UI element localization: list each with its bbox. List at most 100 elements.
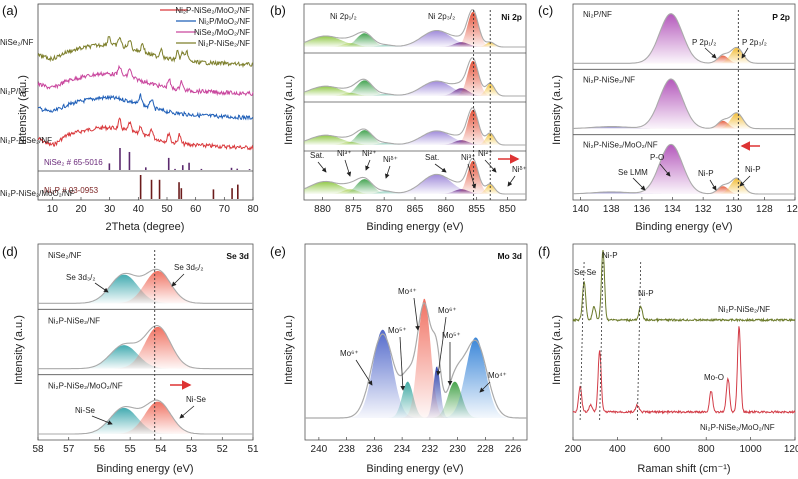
annotation-p2p12: P 2p₁/₂ (692, 38, 716, 47)
x-tick-label: 54 (155, 444, 167, 455)
chart-title-b: Ni 2p (501, 12, 522, 22)
xrd-curve-1 (37, 93, 254, 121)
series-label-f2: Ni₂P-NiSe₂/MoO₂/NF (700, 423, 775, 432)
panel-label-d: (d) (2, 244, 18, 259)
peak-label: Ni³⁺ (461, 153, 475, 162)
annotation-arrow (507, 175, 516, 187)
annotation-moo: Mo-O (704, 373, 724, 382)
annotation-se3d52: Se 3d₅/₂ (174, 263, 203, 272)
annotation-arrow (434, 163, 447, 173)
x-tick-label: 40 (133, 204, 145, 215)
x-tick-label: 1200 (784, 444, 798, 455)
annotation-nip-f2: Ni-P (638, 289, 654, 298)
legend-label: Ni₂P-NiSe₂/NF (198, 39, 250, 48)
x-tick-label: 10 (47, 204, 59, 215)
peak-label: Sat. (310, 151, 324, 160)
annotation-arrow (94, 282, 109, 293)
x-tick-label: 50 (161, 204, 173, 215)
annotation-p2p32: P 2p₃/₂ (742, 38, 767, 47)
plot-frame-c (572, 3, 796, 201)
x-tick-label: 58 (32, 444, 44, 455)
x-tick-label: 850 (499, 204, 516, 215)
annotation-arrow (632, 177, 646, 191)
panel-e: (e) 240 238 236 234 232 230 228 226 Mo⁶⁺ Mo⁵⁺ Mo⁴⁺… (270, 243, 528, 475)
annotation-arrow (467, 163, 477, 189)
annotation-selmm: Se LMM (618, 168, 648, 177)
fitted-peak (304, 181, 526, 194)
x-tick-label: 600 (653, 444, 670, 455)
legend-label: NiSe₂/MoO₂/NF (194, 28, 250, 37)
peak-label: Niᵟ⁺ (512, 165, 527, 174)
fitted-peak (305, 298, 527, 418)
fitted-peak (304, 160, 526, 194)
x-tick-label: 238 (338, 444, 355, 455)
annotation-ni2p12: Ni 2p₁/₂ (330, 12, 357, 21)
annotation-arrow (384, 165, 391, 179)
fitted-peak (304, 36, 526, 47)
fitted-peak (304, 30, 526, 47)
fitted-peak (304, 86, 526, 96)
envelope-curve (305, 302, 527, 419)
peak-label: Mo⁴⁺ (488, 371, 507, 380)
fitted-peak (304, 33, 526, 47)
chart-title-e: Mo 3d (497, 251, 522, 261)
x-axis-label-c: Binding energy (eV) (635, 221, 732, 233)
plot-frame-e (304, 243, 528, 441)
x-tick-label: 236 (366, 444, 383, 455)
x-tick-label: 51 (247, 444, 259, 455)
envelope-curve (303, 157, 526, 195)
ref-label-nise2: NiSe₂ # 65-5016 (44, 158, 103, 167)
ref-label-ni2p: Ni₂P # 03-0953 (44, 186, 99, 195)
x-tick-label: 55 (125, 444, 137, 455)
annotation-arrow (704, 47, 717, 59)
xrd-curve-0 (37, 117, 254, 151)
envelope-curve (303, 9, 526, 48)
annotation-arrow (355, 359, 373, 386)
y-axis-label-a: Intensity (a.u.) (17, 75, 29, 145)
envelope-curve (38, 399, 253, 435)
x-tick-label: 52 (217, 444, 229, 455)
x-tick-label: 232 (422, 444, 439, 455)
x-tick-label: 400 (609, 444, 626, 455)
peak-label: Niᵟ⁺ (383, 155, 398, 164)
envelope-curve (573, 78, 795, 130)
fitted-peak (304, 179, 526, 194)
annotation-arrow (741, 47, 749, 59)
fitted-peak (573, 126, 795, 129)
annotation-nise-1: Ni-Se (75, 406, 96, 415)
fitted-peak (304, 109, 526, 145)
fitted-peak (304, 174, 526, 194)
annotation-arrow (317, 161, 327, 173)
panel-c: (c) Ni₂P/NF Ni₂P-NiSe₂/NF Ni₂P-NiSe₂/MoO₂/… (538, 3, 798, 233)
x-axis-label-b: Binding energy (eV) (366, 221, 463, 233)
x-tick-label: 138 (603, 204, 620, 215)
annotation-arrow (709, 179, 717, 191)
x-tick-label: 870 (376, 204, 393, 215)
sample-label: Ni₂P-NiSe₂/MoO₂/NF (48, 382, 123, 391)
panel-label-a: (a) (2, 3, 18, 18)
peak-label: Mo⁴⁺ (398, 287, 417, 296)
x-tick-label: 134 (664, 204, 681, 215)
x-tick-label: 234 (394, 444, 411, 455)
x-tick-label: 60 (190, 204, 202, 215)
fitted-peak (304, 81, 526, 96)
envelope-curve (38, 325, 253, 370)
fitted-peak (304, 80, 526, 96)
annotation-ni2p32: Ni 2p₃/₂ (428, 12, 455, 21)
x-tick-label: 230 (449, 444, 466, 455)
plot-frame-f (572, 243, 796, 441)
panel-b: (b) NiSe₂/NF Ni₂P/NF Ni₂P-NiSe₂/NF Ni₂P-NiS… (0, 3, 527, 233)
fitted-peak (304, 130, 526, 145)
xrd-curve-2 (37, 64, 254, 97)
y-axis-label-c: Intensity (a.u.) (551, 75, 563, 145)
envelope-curve (573, 13, 795, 64)
sample-label: Ni₂P-NiSe₂/NF (583, 75, 635, 84)
x-axis-label-d: Binding energy (eV) (96, 463, 193, 475)
x-tick-label: 56 (94, 444, 106, 455)
sample-label: NiSe₂/NF (48, 251, 81, 260)
peak-label: Ni²⁺ (362, 149, 376, 158)
raman-curve-1 (572, 326, 796, 415)
x-tick-label: 1000 (739, 444, 762, 455)
panel-f: (f) 200 400 600 800 1000 1200 Se-Se Ni-P Ni-P… (538, 243, 798, 475)
x-axis-label-e: Binding energy (eV) (366, 463, 463, 475)
